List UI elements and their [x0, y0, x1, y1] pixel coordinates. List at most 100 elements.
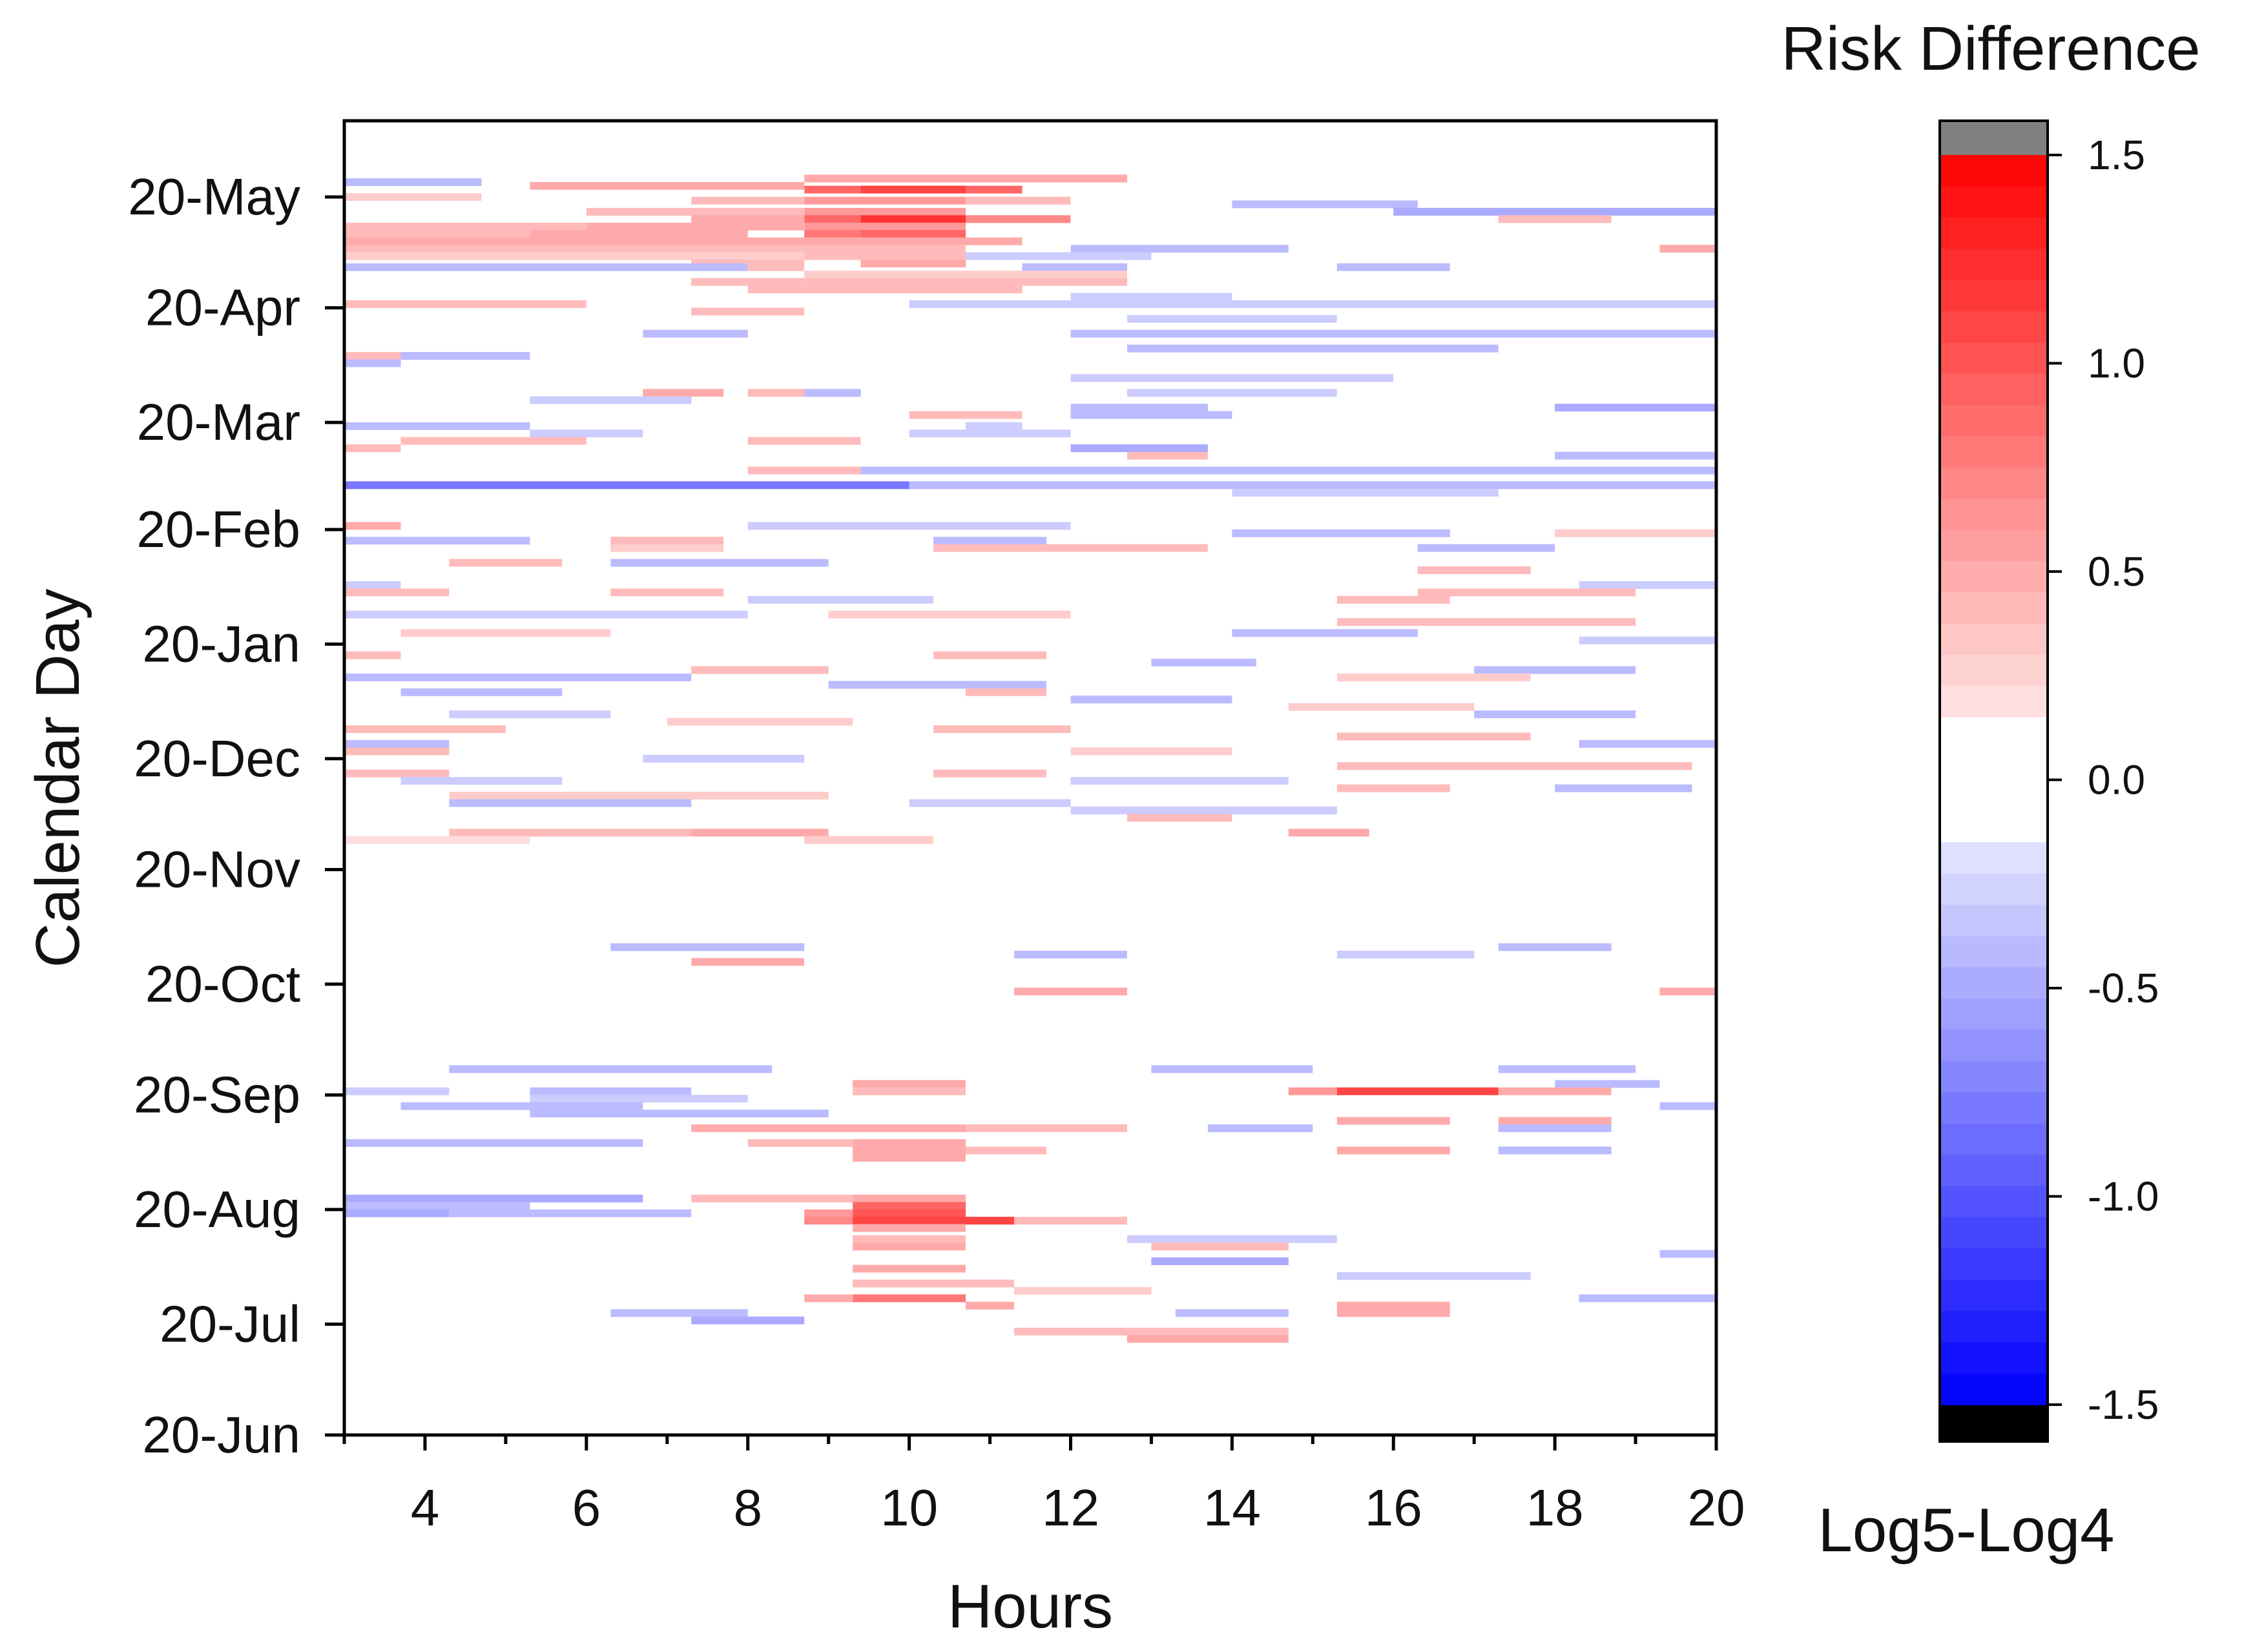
heatmap-segment [1474, 710, 1636, 719]
y-axis-label: Calendar Day [23, 589, 92, 968]
heatmap-segment [860, 215, 966, 223]
heatmap-segment [610, 588, 724, 597]
heatmap-segment [804, 230, 861, 238]
heatmap-segment [344, 522, 401, 530]
x-tick-label: 16 [1365, 1479, 1422, 1536]
heatmap-segment [1232, 200, 1418, 209]
heatmap-segment [449, 1065, 773, 1073]
heatmap-segment [804, 222, 966, 231]
heatmap-segment [1127, 344, 1499, 353]
heatmap-segment [449, 799, 692, 807]
heatmap-segment [449, 792, 829, 800]
heatmap-segment [804, 389, 861, 397]
y-tick-label: 20-Dec [134, 730, 300, 787]
colorbar-band [1940, 1155, 2048, 1187]
heatmap-segment [1579, 636, 1716, 645]
heatmap-segment [1555, 784, 1692, 792]
heatmap-segment [804, 1294, 853, 1303]
heatmap-segment [853, 1235, 966, 1243]
heatmap-segment [1336, 951, 1475, 959]
x-tick-label: 10 [880, 1479, 938, 1536]
heatmap-segment [1175, 1309, 1289, 1317]
colorbar-band [1940, 749, 2048, 781]
heatmap-segment [691, 1194, 853, 1203]
colorbar-band [1940, 592, 2048, 625]
heatmap-segment [1336, 762, 1499, 770]
heatmap-segment [400, 1102, 643, 1110]
heatmap-segment [1393, 207, 1716, 216]
heatmap-segment [586, 222, 805, 231]
heatmap-segment [1498, 943, 1612, 951]
heatmap-segment [1659, 245, 1716, 253]
colorbar-band [1940, 530, 2048, 562]
heatmap-segment [853, 1080, 966, 1088]
heatmap-segment [1498, 1117, 1612, 1125]
heatmap-segment [933, 725, 1071, 733]
heatmap-segment [853, 1139, 966, 1147]
heatmap-segment [344, 747, 450, 756]
heatmap-segment [344, 422, 530, 430]
heatmap-segment [667, 718, 853, 726]
heatmap-segment [1336, 673, 1531, 681]
heatmap-segment [691, 666, 829, 674]
y-tick-label: 20-Sep [134, 1066, 300, 1124]
heatmap-segment [933, 769, 1046, 778]
heatmap-segment [610, 559, 829, 567]
heatmap-segment [449, 829, 692, 837]
heatmap-segment [1070, 444, 1208, 453]
heatmap-segment [933, 544, 1208, 552]
heatmap-segment [853, 1279, 1014, 1288]
heatmap-segment [933, 651, 1046, 659]
colorbar-tick-label: 1.5 [2088, 132, 2145, 178]
y-tick-label: 20-Aug [134, 1181, 300, 1238]
colorbar: 1.5 1.0 0.5 0.0 -0.5 -1.0 -1.5 [1938, 119, 2159, 1443]
heatmap-segment [449, 559, 563, 567]
colorbar-band [1940, 1279, 2048, 1312]
colorbar-tick-label: -1.5 [2088, 1381, 2159, 1428]
y-tick-label: 20-Apr [145, 279, 300, 336]
heatmap-segment [344, 1202, 530, 1210]
heatmap-segment [1288, 829, 1369, 837]
x-tick-label: 4 [411, 1479, 440, 1536]
heatmap-segment [344, 178, 482, 187]
heatmap-segment [1336, 1309, 1450, 1317]
heatmap-segment [1498, 1146, 1612, 1155]
heatmap-segment [804, 252, 966, 260]
heatmap-segment [909, 411, 1023, 419]
heatmap-segment [804, 237, 1023, 245]
heatmap-segment [344, 610, 748, 619]
heatmap-segment [530, 1087, 692, 1095]
heatmap-segment [344, 651, 401, 659]
heatmap-segment [909, 481, 1716, 490]
heatmap-segment [1151, 1257, 1289, 1265]
heatmap-segment [853, 1224, 966, 1232]
heatmap-segment [1232, 488, 1499, 497]
heatmap-segment [643, 389, 724, 397]
heatmap-segment [860, 466, 1716, 475]
heatmap-segment [804, 1209, 853, 1217]
heatmap-segment [1555, 1080, 1660, 1088]
colorbar-band [1940, 499, 2048, 531]
heatmap-segment [344, 537, 530, 545]
heatmap-segment [853, 1202, 966, 1210]
heatmap-segment [344, 352, 401, 360]
heatmap-segment [344, 581, 401, 589]
heatmap-segment [828, 681, 1046, 689]
colorbar-tick-label: -1.0 [2088, 1173, 2159, 1220]
heatmap-segment [1336, 1301, 1450, 1310]
heatmap-segment [1659, 987, 1716, 996]
y-tick-label: 20-Nov [134, 840, 300, 898]
heatmap-segment [691, 215, 805, 223]
heatmap-segment [966, 1124, 1127, 1132]
y-tick-label: 20-Feb [137, 501, 300, 558]
y-tick-label: 20-May [128, 168, 300, 225]
heatmap-segment [966, 1146, 1046, 1155]
colorbar-band [1940, 1217, 2048, 1249]
colorbar-band [1940, 717, 2048, 749]
heatmap-segment [1336, 263, 1450, 271]
heatmap-segment [933, 537, 1046, 545]
heatmap-segment [1498, 762, 1692, 770]
heatmap-segment [1070, 245, 1289, 253]
heatmap-segment [1555, 404, 1716, 412]
x-tick-label: 6 [572, 1479, 601, 1536]
